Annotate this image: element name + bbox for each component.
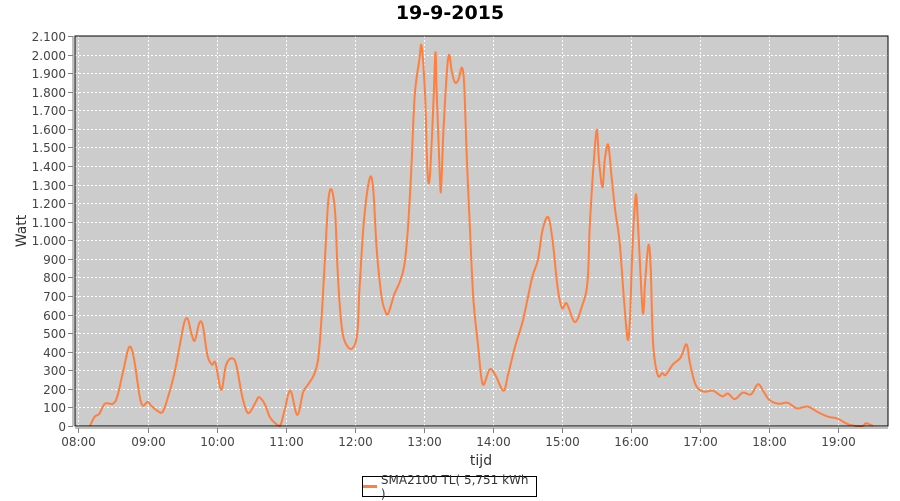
y-tick-label: 300 — [43, 364, 66, 378]
x-tick-label: 17:00 — [683, 435, 718, 449]
x-tick-label: 12:00 — [338, 435, 373, 449]
y-tick-label: 900 — [43, 253, 66, 267]
y-tick-label: 1.400 — [32, 160, 66, 174]
x-tick-label: 09:00 — [131, 435, 166, 449]
y-tick-label: 1.500 — [32, 141, 66, 155]
y-tick-label: 1.900 — [32, 67, 66, 81]
x-tick-label: 08:00 — [61, 435, 96, 449]
y-tick-label: 1.600 — [32, 123, 66, 137]
legend-label: SMA2100 TL( 5,751 kWh ) — [381, 473, 536, 501]
y-axis-label: Watt — [14, 214, 30, 247]
legend-swatch — [363, 485, 377, 488]
y-tick-label: 500 — [43, 327, 66, 341]
x-axis-ticks: 08:00 09:00 10:00 11:00 12:00 13:00 14:00 15:00… — [61, 428, 856, 449]
x-tick-label: 18:00 — [752, 435, 787, 449]
legend: SMA2100 TL( 5,751 kWh ) — [362, 476, 537, 497]
y-tick-label: 100 — [43, 401, 66, 415]
y-tick-label: 1.000 — [32, 234, 66, 248]
x-tick-label: 11:00 — [269, 435, 304, 449]
y-tick-label: 0 — [58, 420, 66, 434]
y-tick-label: 1.800 — [32, 86, 66, 100]
y-tick-label: 1.700 — [32, 104, 66, 118]
y-tick-label: 700 — [43, 290, 66, 304]
y-tick-label: 400 — [43, 346, 66, 360]
y-tick-label: 2.100 — [32, 30, 66, 44]
x-tick-label: 10:00 — [200, 435, 235, 449]
x-tick-label: 19:00 — [821, 435, 856, 449]
y-tick-label: 200 — [43, 383, 66, 397]
y-tick-label: 1.100 — [32, 216, 66, 230]
x-tick-label: 15:00 — [545, 435, 580, 449]
x-tick-label: 16:00 — [614, 435, 649, 449]
y-tick-label: 600 — [43, 309, 66, 323]
y-tick-label: 800 — [43, 271, 66, 285]
y-tick-label: 2.000 — [32, 49, 66, 63]
x-tick-label: 13:00 — [407, 435, 442, 449]
x-tick-label: 14:00 — [476, 435, 511, 449]
y-tick-label: 1.200 — [32, 197, 66, 211]
y-axis-ticks: 0 100 200 300 400 500 600 700 800 900 1.000 1.100 1.… — [32, 30, 73, 434]
y-tick-label: 1.300 — [32, 179, 66, 193]
x-axis-label: tijd — [470, 453, 492, 469]
plot-area — [75, 36, 888, 426]
